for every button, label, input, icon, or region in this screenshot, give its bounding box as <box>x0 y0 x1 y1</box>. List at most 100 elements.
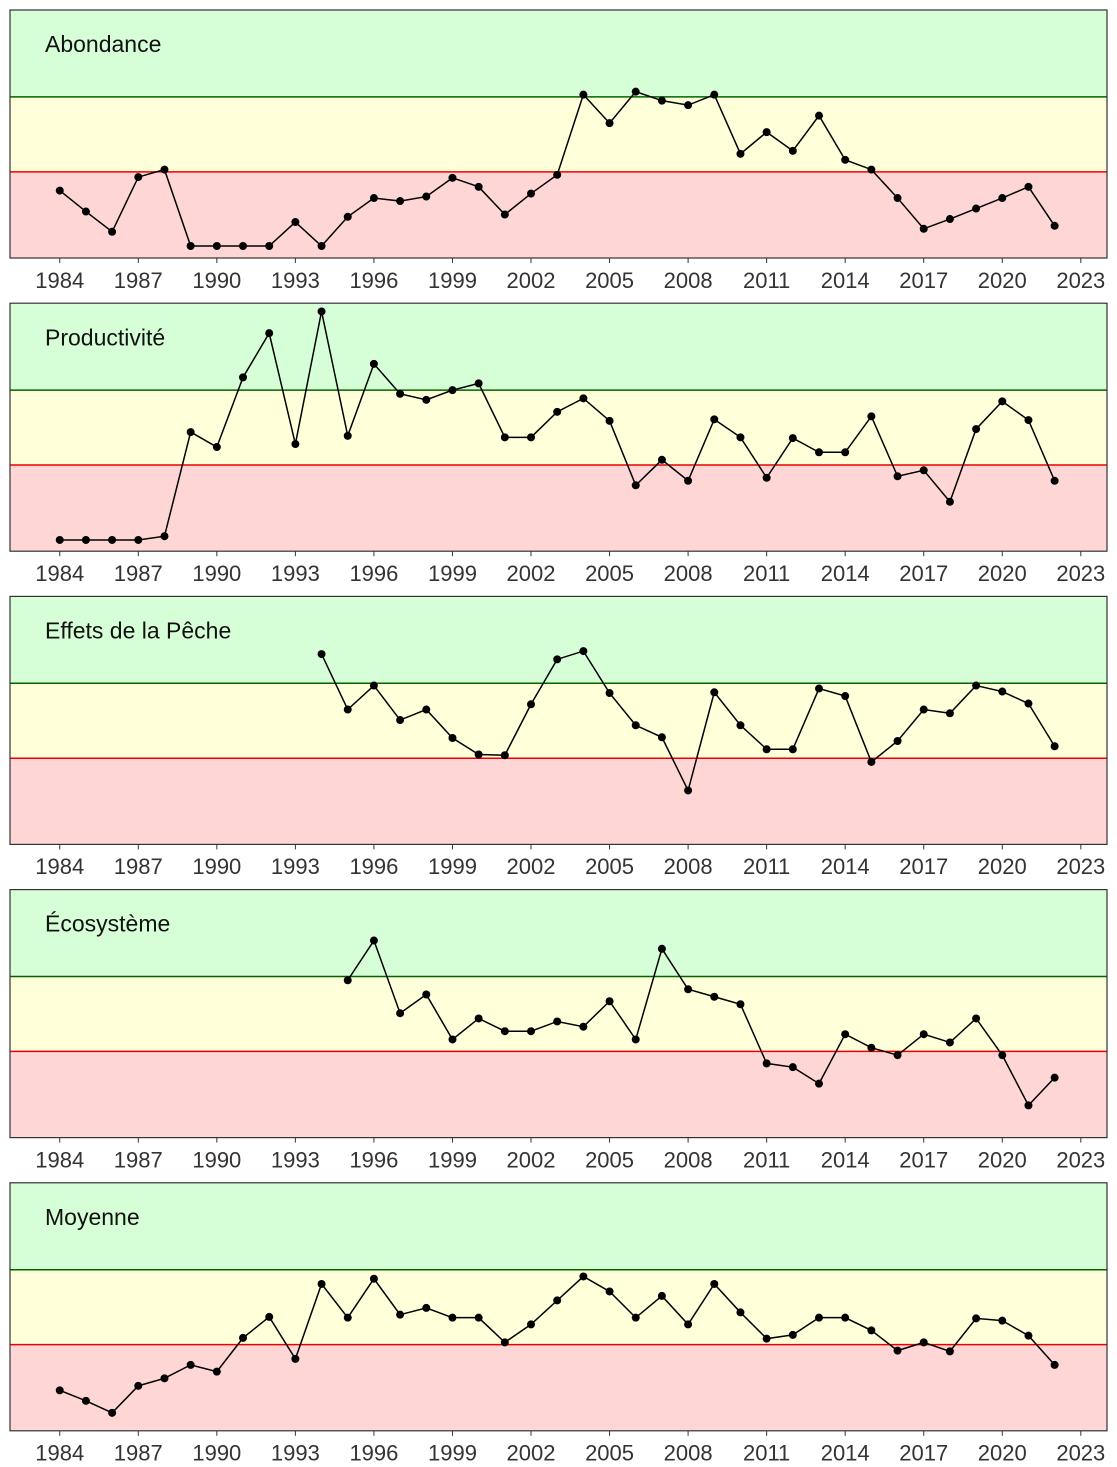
point <box>631 481 640 490</box>
point <box>448 386 457 395</box>
point <box>369 681 378 690</box>
point <box>448 173 457 182</box>
panel-title: Moyenne <box>45 1204 140 1230</box>
x-tick-label: 2008 <box>664 1147 713 1172</box>
x-tick-label: 2023 <box>1056 561 1105 586</box>
x-tick-label: 1999 <box>428 854 477 879</box>
point <box>239 373 248 382</box>
point <box>893 1051 902 1060</box>
x-tick-label: 1990 <box>192 561 241 586</box>
point <box>1050 476 1059 485</box>
point <box>1024 1331 1033 1340</box>
point <box>631 721 640 730</box>
x-tick-label: 1990 <box>192 1441 241 1466</box>
panel: 1984 1987 1990 1993 1996 1999 2002 2005 2008 2011… <box>9 1182 1108 1466</box>
x-tick-label: 2008 <box>664 1441 713 1466</box>
point <box>474 1014 483 1023</box>
point <box>553 655 562 664</box>
point <box>762 128 771 137</box>
point <box>1050 742 1059 751</box>
point <box>657 96 666 105</box>
point <box>265 242 274 251</box>
x-tick-label: 1996 <box>349 561 398 586</box>
zone <box>10 596 1107 684</box>
point <box>1050 1360 1059 1369</box>
point <box>553 407 562 416</box>
x-tick-label: 1984 <box>35 1147 84 1172</box>
point <box>657 944 666 953</box>
point <box>160 1374 169 1383</box>
point <box>239 242 248 251</box>
point <box>291 218 300 227</box>
point <box>1024 1101 1033 1110</box>
point <box>998 1051 1007 1060</box>
point <box>343 431 352 440</box>
point <box>81 535 90 544</box>
x-tick-label: 1984 <box>35 561 84 586</box>
point <box>605 119 614 128</box>
panel-border <box>9 9 1108 259</box>
point <box>631 87 640 96</box>
point <box>710 90 719 99</box>
x-tick-label: 1993 <box>271 854 320 879</box>
point <box>867 757 876 766</box>
point <box>81 207 90 216</box>
x-tick-label: 1990 <box>192 1147 241 1172</box>
point <box>657 1291 666 1300</box>
point <box>788 434 797 443</box>
point <box>343 705 352 714</box>
point <box>422 395 431 404</box>
point <box>684 786 693 795</box>
point <box>972 1314 981 1323</box>
x-tick-label: 1984 <box>35 854 84 879</box>
point <box>108 227 117 236</box>
point <box>553 1296 562 1305</box>
point <box>1024 416 1033 425</box>
point <box>867 165 876 174</box>
panel-border <box>9 302 1108 552</box>
point <box>1024 699 1033 708</box>
point <box>841 1030 850 1039</box>
point <box>448 1313 457 1322</box>
x-tick-label: 2017 <box>899 268 948 293</box>
x-tick-label: 2005 <box>585 1147 634 1172</box>
x-tick-label: 1987 <box>114 854 163 879</box>
panel: 1984 1987 1990 1993 1996 1999 2002 2005 2008 2011… <box>9 888 1108 1172</box>
point <box>160 532 169 541</box>
x-tick-label: 2005 <box>585 561 634 586</box>
x-tick-label: 2002 <box>507 1441 556 1466</box>
point <box>972 425 981 434</box>
point <box>396 716 405 725</box>
x-tick-label: 2002 <box>507 854 556 879</box>
point <box>579 394 588 403</box>
point <box>317 650 326 659</box>
point <box>657 455 666 464</box>
point <box>343 212 352 221</box>
panel: 1984 1987 1990 1993 1996 1999 2002 2005 2008 2011… <box>9 302 1108 586</box>
x-tick-label: 1987 <box>114 268 163 293</box>
zone <box>10 465 1107 552</box>
x-tick-label: 1999 <box>428 1147 477 1172</box>
x-tick-label: 1984 <box>35 268 84 293</box>
point <box>396 197 405 206</box>
point <box>343 976 352 985</box>
point <box>291 440 300 449</box>
x-tick-label: 2017 <box>899 854 948 879</box>
x-tick-label: 1999 <box>428 268 477 293</box>
point <box>396 1310 405 1319</box>
point <box>736 433 745 442</box>
x-tick-label: 1987 <box>114 561 163 586</box>
point <box>369 1274 378 1283</box>
point <box>998 397 1007 406</box>
point <box>474 182 483 191</box>
point <box>815 111 824 120</box>
zone <box>10 1269 1107 1345</box>
point <box>186 1360 195 1369</box>
point <box>1050 221 1059 230</box>
zone <box>10 96 1107 172</box>
x-tick-label: 2005 <box>585 268 634 293</box>
point <box>919 466 928 475</box>
x-tick-label: 2023 <box>1056 854 1105 879</box>
panel: 1984 1987 1990 1993 1996 1999 2002 2005 2008 2011… <box>9 9 1108 293</box>
